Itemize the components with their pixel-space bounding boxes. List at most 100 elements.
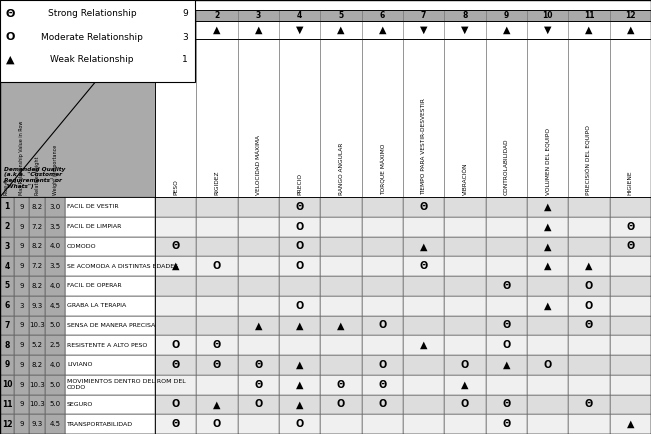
Text: Strong Relationship: Strong Relationship bbox=[48, 10, 136, 19]
Bar bbox=[568, 296, 610, 316]
Text: ▼: ▼ bbox=[420, 25, 428, 35]
Bar bbox=[238, 276, 279, 296]
Text: ▲: ▲ bbox=[379, 25, 386, 35]
Bar bbox=[362, 197, 403, 217]
Text: ▲: ▲ bbox=[544, 301, 551, 311]
Bar bbox=[14, 335, 29, 355]
Bar bbox=[14, 296, 29, 316]
Bar bbox=[527, 335, 568, 355]
Text: 3.5: 3.5 bbox=[49, 224, 61, 230]
Bar bbox=[238, 296, 279, 316]
Text: 3: 3 bbox=[5, 242, 10, 251]
Text: 1: 1 bbox=[173, 11, 178, 20]
Bar bbox=[29, 296, 45, 316]
Text: ▲: ▲ bbox=[585, 25, 593, 35]
Bar bbox=[486, 355, 527, 375]
Bar bbox=[45, 276, 65, 296]
Bar bbox=[14, 217, 29, 237]
Bar bbox=[238, 414, 279, 434]
Bar bbox=[320, 296, 362, 316]
Bar bbox=[486, 296, 527, 316]
Bar bbox=[362, 395, 403, 414]
Bar bbox=[197, 395, 238, 414]
Text: SE ACOMODA A DISTINTAS EDADES: SE ACOMODA A DISTINTAS EDADES bbox=[67, 263, 178, 269]
Text: ▲: ▲ bbox=[544, 202, 551, 212]
Bar bbox=[29, 395, 45, 414]
Text: 5: 5 bbox=[339, 11, 344, 20]
Text: 10: 10 bbox=[2, 380, 12, 389]
Bar bbox=[45, 296, 65, 316]
Text: Θ: Θ bbox=[378, 380, 387, 390]
Bar bbox=[0, 395, 14, 414]
Text: Θ: Θ bbox=[626, 222, 635, 232]
Bar bbox=[238, 355, 279, 375]
Bar bbox=[279, 414, 320, 434]
Bar bbox=[45, 217, 65, 237]
Bar bbox=[610, 375, 651, 395]
Bar bbox=[65, 355, 155, 375]
Bar bbox=[445, 276, 486, 296]
Bar bbox=[0, 414, 14, 434]
Bar bbox=[0, 0, 195, 82]
Bar bbox=[403, 355, 445, 375]
Text: O: O bbox=[172, 340, 180, 350]
Bar bbox=[45, 375, 65, 395]
Text: Θ: Θ bbox=[502, 399, 510, 409]
Bar bbox=[65, 256, 155, 276]
Text: 10.3: 10.3 bbox=[29, 322, 45, 329]
Bar bbox=[29, 414, 45, 434]
Bar bbox=[362, 256, 403, 276]
Text: Θ: Θ bbox=[626, 241, 635, 251]
Text: O: O bbox=[172, 399, 180, 409]
Bar bbox=[29, 276, 45, 296]
Bar bbox=[65, 316, 155, 335]
Text: 8.2: 8.2 bbox=[31, 283, 42, 289]
Bar bbox=[65, 197, 155, 217]
Bar bbox=[155, 217, 197, 237]
Bar bbox=[279, 256, 320, 276]
Text: 9: 9 bbox=[20, 224, 23, 230]
Bar bbox=[279, 237, 320, 256]
Bar bbox=[527, 414, 568, 434]
Bar bbox=[29, 316, 45, 335]
Text: LIVIANO: LIVIANO bbox=[67, 362, 92, 367]
Bar bbox=[403, 395, 445, 414]
Bar bbox=[0, 335, 14, 355]
Text: Θ: Θ bbox=[502, 320, 510, 330]
Bar bbox=[155, 10, 651, 21]
Bar bbox=[445, 237, 486, 256]
Bar bbox=[445, 395, 486, 414]
Bar bbox=[197, 335, 238, 355]
Bar bbox=[279, 197, 320, 217]
Bar bbox=[527, 217, 568, 237]
Text: O: O bbox=[461, 360, 469, 370]
Bar bbox=[568, 355, 610, 375]
Text: TRANSPORTABILIDAD: TRANSPORTABILIDAD bbox=[67, 421, 133, 427]
Text: ▲: ▲ bbox=[544, 261, 551, 271]
Bar bbox=[527, 296, 568, 316]
Text: 4.5: 4.5 bbox=[49, 302, 61, 309]
Bar bbox=[362, 375, 403, 395]
Bar bbox=[320, 316, 362, 335]
Bar bbox=[279, 375, 320, 395]
Bar bbox=[568, 414, 610, 434]
Text: 5: 5 bbox=[5, 281, 10, 290]
Text: 7: 7 bbox=[5, 321, 10, 330]
Text: 9: 9 bbox=[182, 10, 188, 19]
Bar bbox=[610, 197, 651, 217]
Bar bbox=[610, 316, 651, 335]
Bar bbox=[238, 256, 279, 276]
Bar bbox=[155, 197, 197, 217]
Text: 4.0: 4.0 bbox=[49, 283, 61, 289]
Text: MOVIMIENTOS DENTRO DEL ROM DEL
CODO: MOVIMIENTOS DENTRO DEL ROM DEL CODO bbox=[67, 379, 186, 390]
Bar bbox=[155, 21, 651, 39]
Bar bbox=[568, 335, 610, 355]
Bar bbox=[610, 276, 651, 296]
Text: ▲: ▲ bbox=[462, 380, 469, 390]
Text: Max Relationship Value in Row: Max Relationship Value in Row bbox=[19, 121, 24, 195]
Bar bbox=[238, 237, 279, 256]
Text: ▲: ▲ bbox=[255, 25, 262, 35]
Bar bbox=[14, 375, 29, 395]
Bar bbox=[568, 256, 610, 276]
Text: 9: 9 bbox=[20, 401, 23, 408]
